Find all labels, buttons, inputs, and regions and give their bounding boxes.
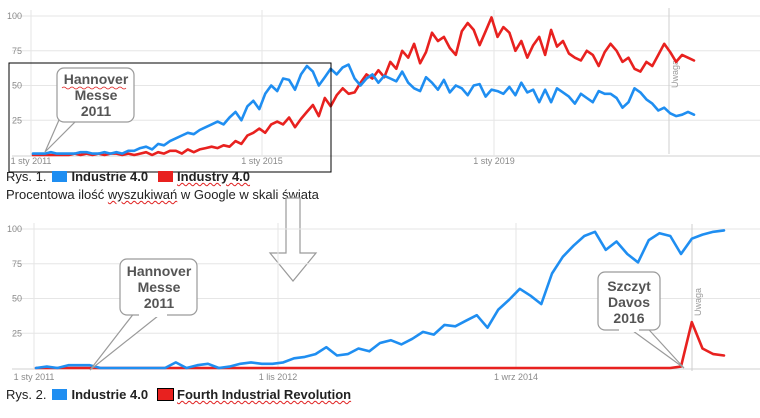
chart-2-x-tick-labels: 1 sty 2011 1 lis 2012 1 wrz 2014 — [14, 372, 538, 382]
c2-x-tick-label: 1 sty 2011 — [14, 372, 55, 382]
chart-2-callout-1-line-1: Hannover — [127, 263, 192, 279]
chart-2-y-tick-labels: 100 75 50 25 — [7, 224, 22, 338]
chart-2-callout-2-line-2: Davos — [608, 294, 650, 310]
chart-2-series — [34, 229, 726, 370]
chart-1: 100 75 50 25 1 sty 2011 1 sty 2015 1 sty 2019… — [7, 8, 760, 173]
chart-2-callout-hannover: Hannover Messe 2011 — [89, 258, 198, 371]
chart-1-legend-swatch-2 — [158, 171, 174, 182]
chart-1-legend-swatch-1 — [52, 171, 68, 182]
chart-1-legend-label-1: Industrie 4.0 — [71, 169, 149, 184]
c2-x-tick-label: 1 wrz 2014 — [494, 372, 538, 382]
c1-y-tick-label: 75 — [12, 46, 22, 56]
chart-1-callout-line-2: Messe — [75, 87, 118, 103]
chart-2-legend-swatch-2 — [157, 388, 175, 401]
chart-1-figure-label: Rys. 1. — [6, 169, 47, 184]
chart-2-figure-label: Rys. 2. — [6, 387, 47, 402]
c1-y-tick-label: 25 — [12, 115, 22, 125]
chart-1-callout-line-1: Hannover — [64, 71, 129, 87]
chart-2-callout-2-line-1: Szczyt — [607, 278, 651, 294]
chart-1-gridlines — [12, 10, 760, 157]
chart-2-legend: Rys. 2. Industrie 4.0 Fourth Industrial … — [6, 387, 359, 402]
c2-x-tick-label: 1 lis 2012 — [259, 372, 298, 382]
chart-1-x-tick-labels: 1 sty 2011 1 sty 2015 1 sty 2019 — [11, 156, 515, 166]
chart-1-y-tick-labels: 100 75 50 25 — [7, 11, 22, 125]
chart-2-callout-davos: Szczyt Davos 2016 — [597, 271, 685, 369]
c1-y-tick-label: 100 — [7, 11, 22, 21]
chart-2-legend-label-2: Fourth Industrial Revolution — [177, 387, 352, 402]
chart-1-series — [31, 16, 696, 157]
chart-1-caption-part-3: w Google w skali świata — [177, 187, 319, 202]
c1-x-tick-label: 1 sty 2015 — [241, 156, 283, 166]
c1-series-line-2 — [31, 16, 696, 157]
chart-1-callout-line-3: 2011 — [81, 103, 112, 119]
down-arrow — [268, 197, 318, 282]
c1-y-tick-label: 50 — [12, 81, 22, 91]
chart-1-legend: Rys. 1. Industrie 4.0 Industry 4.0 — [6, 169, 258, 184]
chart-2-callout-1-line-3: 2011 — [144, 295, 175, 311]
chart-1-callout-squiggle — [61, 86, 127, 90]
chart-1-legend-label-2: Industry 4.0 — [177, 169, 251, 184]
chart-1-note-label: Uwaga — [670, 60, 680, 88]
c1-x-tick-label: 1 sty 2011 — [11, 156, 52, 166]
chart-2: 100 75 50 25 1 sty 2011 1 lis 2012 1 wrz 2014… — [7, 223, 760, 382]
c2-y-tick-label: 100 — [7, 224, 22, 234]
c1-series-line-1 — [31, 63, 696, 155]
c2-y-tick-label: 75 — [12, 259, 22, 269]
chart-2-note-label: Uwaga — [693, 288, 703, 316]
chart-1-caption-part-1: Procentowa ilość — [6, 187, 108, 202]
chart-2-legend-swatch-1 — [52, 389, 68, 400]
c2-series-line-1 — [34, 229, 726, 370]
chart-2-callout-1-line-2: Messe — [138, 279, 181, 295]
c1-x-tick-label: 1 sty 2019 — [473, 156, 515, 166]
chart-1-caption-part-2: wyszukiwań — [107, 187, 178, 202]
chart-1-caption: Procentowa ilość wyszukiwań w Google w s… — [6, 187, 319, 202]
chart-2-callout-2-line-3: 2016 — [613, 310, 644, 326]
c2-y-tick-label: 50 — [12, 294, 22, 304]
chart-1-callout: Hannover Messe 2011 — [44, 67, 135, 153]
c2-y-tick-label: 25 — [12, 328, 22, 338]
chart-2-legend-label-1: Industrie 4.0 — [71, 387, 149, 402]
